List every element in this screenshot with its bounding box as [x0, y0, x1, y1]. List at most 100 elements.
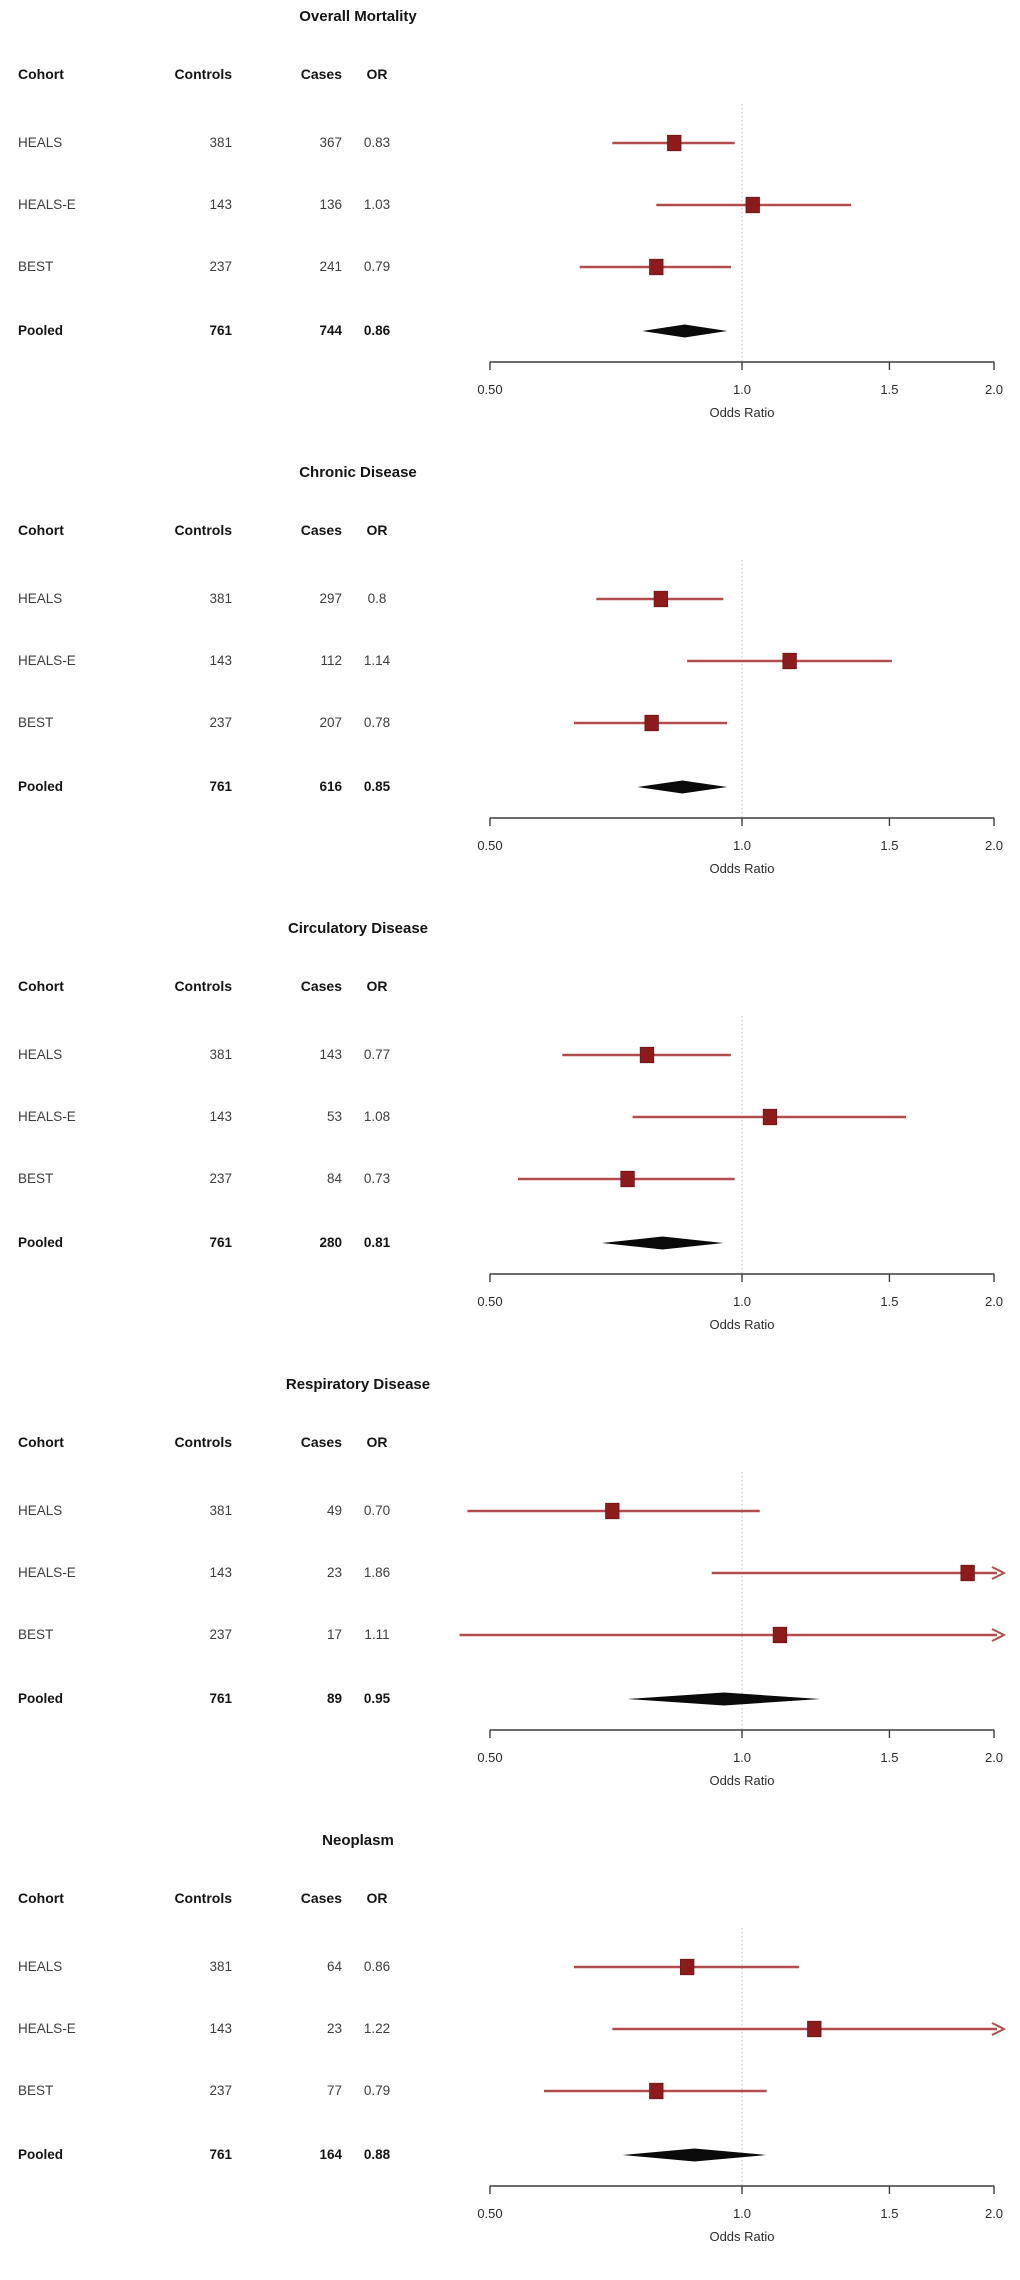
pooled-cohort-label: Pooled: [18, 323, 64, 338]
pooled-diamond: [627, 1692, 821, 1706]
axis-tick-label: 1.0: [732, 1294, 752, 1309]
row-controls-value: 237: [209, 2083, 232, 2098]
row-cohort-label: HEALS: [18, 1047, 63, 1062]
forest-row-graphics: [467, 1502, 760, 1520]
row-or-value: 0.70: [363, 1503, 391, 1518]
row-cases-value: 241: [319, 259, 342, 274]
row-or-value: 0.83: [363, 135, 391, 150]
or-square-marker: [667, 134, 682, 152]
forest-panel: Chronic Disease Cohort Controls Cases OR…: [0, 456, 1020, 912]
column-header-or: OR: [366, 522, 388, 538]
row-controls-value: 143: [209, 197, 232, 212]
pooled-diamond: [622, 2148, 767, 2162]
pooled-cohort-label: Pooled: [18, 1235, 64, 1250]
forest-row-graphics: [574, 714, 728, 732]
forest-panel: Circulatory Disease Cohort Controls Case…: [0, 912, 1020, 1368]
row-controls-value: 143: [209, 1109, 232, 1124]
or-square-marker: [762, 1108, 778, 1126]
x-axis-label: Odds Ratio: [709, 1317, 775, 1332]
or-square-marker: [680, 1958, 695, 1976]
pooled-or-value: 0.88: [363, 2147, 391, 2162]
row-cohort-label: HEALS: [18, 135, 63, 150]
or-square-marker: [649, 258, 664, 276]
forest-row-graphics: [612, 2020, 1007, 2038]
forest-row-graphics: [459, 1626, 1007, 1644]
forest-row-graphics: [711, 1564, 1007, 1582]
column-header-or: OR: [366, 1434, 388, 1450]
row-cohort-label: HEALS: [18, 591, 63, 606]
row-cohort-label: HEALS-E: [18, 1565, 76, 1580]
pooled-controls-value: 761: [209, 1691, 232, 1706]
row-controls-value: 143: [209, 1565, 232, 1580]
pooled-cohort-label: Pooled: [18, 2147, 64, 2162]
pooled-controls-value: 761: [209, 323, 232, 338]
axis-tick-label: 2.0: [984, 382, 1004, 397]
axis-tick-label: 0.50: [477, 1750, 503, 1765]
forest-panel: Respiratory Disease Cohort Controls Case…: [0, 1368, 1020, 1824]
column-header-controls: Controls: [174, 978, 232, 994]
axis-tick-label: 1.5: [880, 1294, 899, 1309]
forest-row-graphics: [656, 196, 852, 214]
row-cohort-label: HEALS-E: [18, 197, 76, 212]
axis-tick-label: 1.0: [732, 1750, 752, 1765]
axis-tick-label: 1.5: [880, 838, 899, 853]
row-cases-value: 143: [319, 1047, 342, 1062]
row-or-value: 0.78: [363, 715, 391, 730]
row-or-value: 1.03: [363, 197, 391, 212]
row-cohort-label: BEST: [18, 1627, 54, 1642]
forest-panel: Overall Mortality Cohort Controls Cases …: [0, 0, 1020, 456]
row-or-value: 1.08: [363, 1109, 391, 1124]
pooled-cohort-label: Pooled: [18, 779, 64, 794]
pooled-diamond: [601, 1236, 724, 1250]
panel-title: Respiratory Disease: [285, 1376, 431, 1393]
pooled-cases-value: 164: [319, 2147, 342, 2162]
row-cases-value: 112: [320, 653, 342, 668]
column-header-cases: Cases: [300, 1434, 342, 1450]
pooled-cases-value: 744: [319, 323, 342, 338]
forest-row-graphics: [687, 652, 892, 670]
axis-tick-label: 2.0: [984, 838, 1004, 853]
row-cases-value: 49: [326, 1503, 342, 1518]
row-or-value: 0.73: [363, 1171, 391, 1186]
x-axis-label: Odds Ratio: [709, 2229, 775, 2244]
forest-row-graphics: [632, 1108, 907, 1126]
column-header-or: OR: [366, 978, 388, 994]
forest-plot-canvas: [489, 1928, 1007, 2194]
row-or-value: 0.86: [363, 1959, 391, 1974]
row-cohort-label: BEST: [18, 1171, 54, 1186]
axis-tick-label: 1.5: [880, 2206, 899, 2221]
row-cases-value: 297: [319, 591, 342, 606]
pooled-cases-value: 616: [319, 779, 342, 794]
forest-row-graphics: [579, 258, 731, 276]
row-cohort-label: HEALS: [18, 1959, 63, 1974]
column-header-controls: Controls: [174, 1890, 232, 1906]
forest-row-graphics: [612, 134, 735, 152]
row-controls-value: 381: [209, 135, 232, 150]
row-cases-value: 23: [326, 2021, 342, 2036]
axis-tick-label: 1.5: [880, 382, 899, 397]
row-cases-value: 77: [326, 2083, 342, 2098]
panel-title: Neoplasm: [322, 1832, 394, 1849]
column-header-cohort: Cohort: [18, 1890, 64, 1906]
row-cohort-label: BEST: [18, 259, 54, 274]
row-or-value: 0.79: [363, 2083, 391, 2098]
pooled-cases-value: 89: [326, 1691, 342, 1706]
column-header-controls: Controls: [174, 522, 232, 538]
row-cases-value: 23: [326, 1565, 342, 1580]
pooled-controls-value: 761: [209, 1235, 232, 1250]
row-cases-value: 53: [326, 1109, 342, 1124]
row-controls-value: 143: [209, 2021, 232, 2036]
forest-plot-canvas: [489, 560, 995, 826]
row-or-value: 1.11: [364, 1627, 390, 1642]
row-cases-value: 17: [326, 1627, 342, 1642]
row-cases-value: 367: [319, 135, 342, 150]
ci-truncation-arrow-icon: [991, 1566, 1007, 1580]
row-cases-value: 64: [326, 1959, 342, 1974]
row-cohort-label: HEALS: [18, 1503, 63, 1518]
row-or-value: 1.86: [363, 1565, 391, 1580]
column-header-controls: Controls: [174, 66, 232, 82]
pooled-controls-value: 761: [209, 779, 232, 794]
forest-row-graphics: [517, 1170, 735, 1188]
or-square-marker: [620, 1170, 635, 1188]
